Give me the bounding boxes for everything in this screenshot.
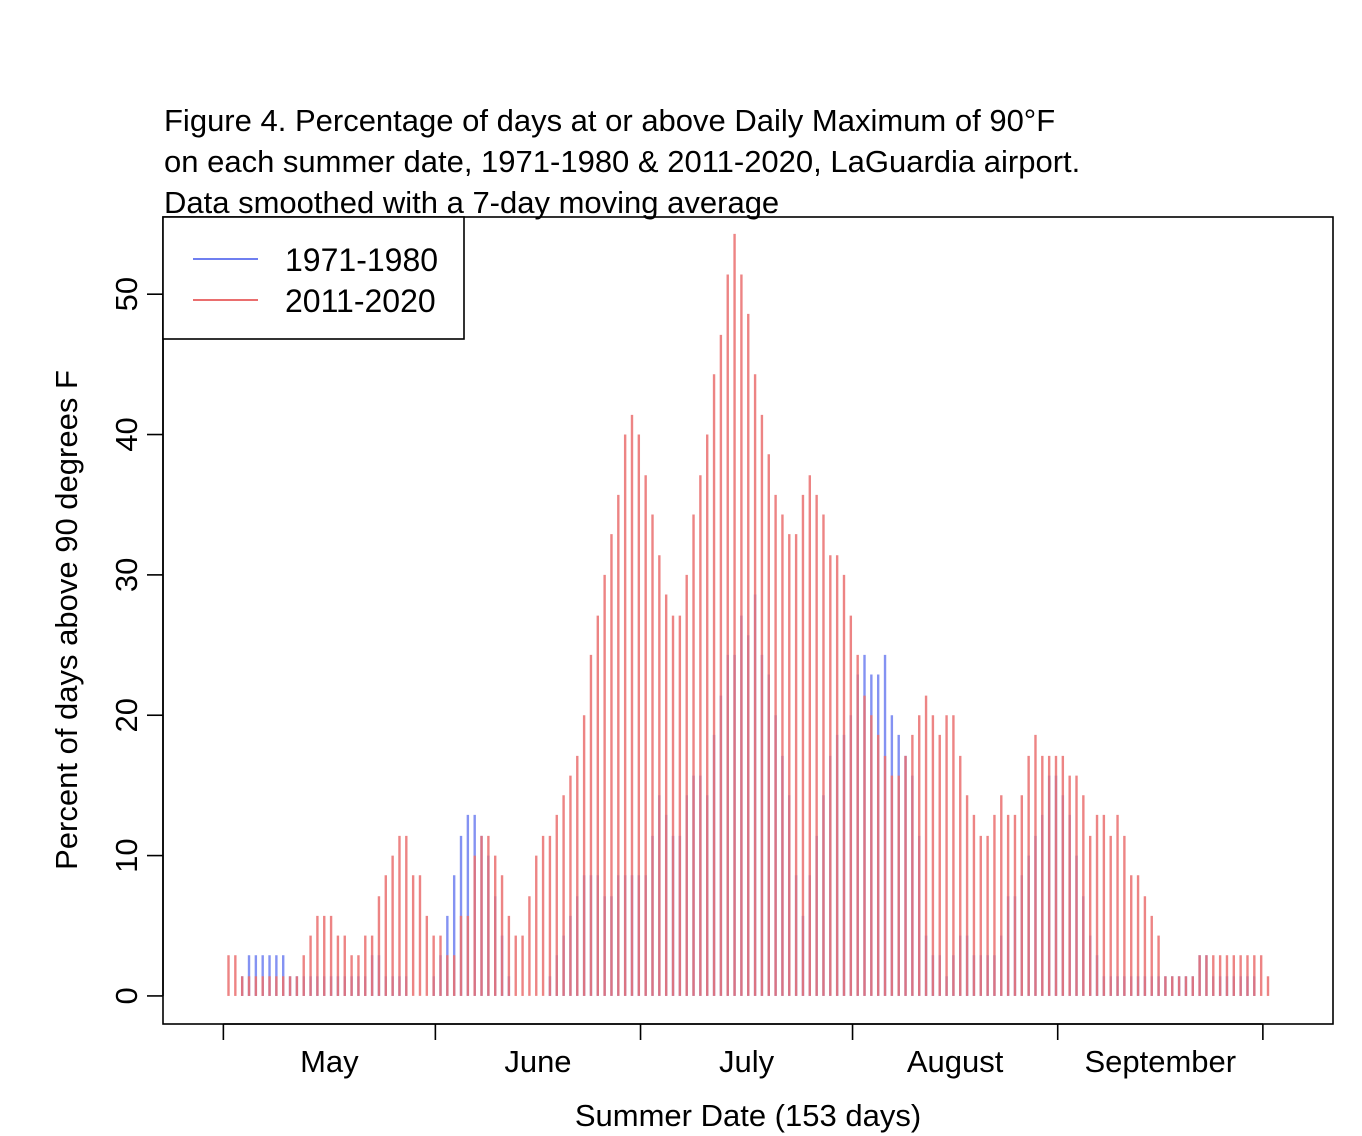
- x-tick-label-june: June: [504, 1044, 571, 1079]
- y-tick-label-50: 50: [109, 277, 144, 311]
- x-tick-label-august: August: [907, 1044, 1004, 1079]
- legend-box: [162, 216, 465, 340]
- legend-label-2011-2020: 2011-2020: [285, 283, 436, 319]
- legend-label-1971-1980: 1971-1980: [285, 242, 438, 278]
- y-axis-label: Percent of days above 90 degrees F: [49, 370, 84, 870]
- series-2011-2020-bars: [227, 233, 1270, 996]
- y-tick-label-10: 10: [109, 838, 144, 872]
- y-tick-label-30: 30: [109, 558, 144, 592]
- legend: 1971-1980 2011-2020: [162, 216, 465, 340]
- chart-title-line-1: Figure 4. Percentage of days at or above…: [164, 103, 1056, 138]
- x-axis: May June July August September: [222, 1023, 1264, 1079]
- y-axis: 0 10 20 30 40 50: [109, 277, 164, 1005]
- x-axis-label: Summer Date (153 days): [575, 1098, 921, 1133]
- y-tick-label-0: 0: [109, 987, 144, 1004]
- x-tick-label-may: May: [300, 1044, 359, 1079]
- chart-title: Figure 4. Percentage of days at or above…: [164, 100, 1080, 223]
- y-tick-label-20: 20: [109, 698, 144, 732]
- x-tick-label-july: July: [719, 1044, 775, 1079]
- chart-title-line-2: on each summer date, 1971-1980 & 2011-20…: [164, 144, 1081, 179]
- x-tick-label-september: September: [1084, 1044, 1236, 1079]
- y-tick-label-40: 40: [109, 417, 144, 451]
- chart-title-line-3: Data smoothed with a 7-day moving averag…: [164, 185, 780, 220]
